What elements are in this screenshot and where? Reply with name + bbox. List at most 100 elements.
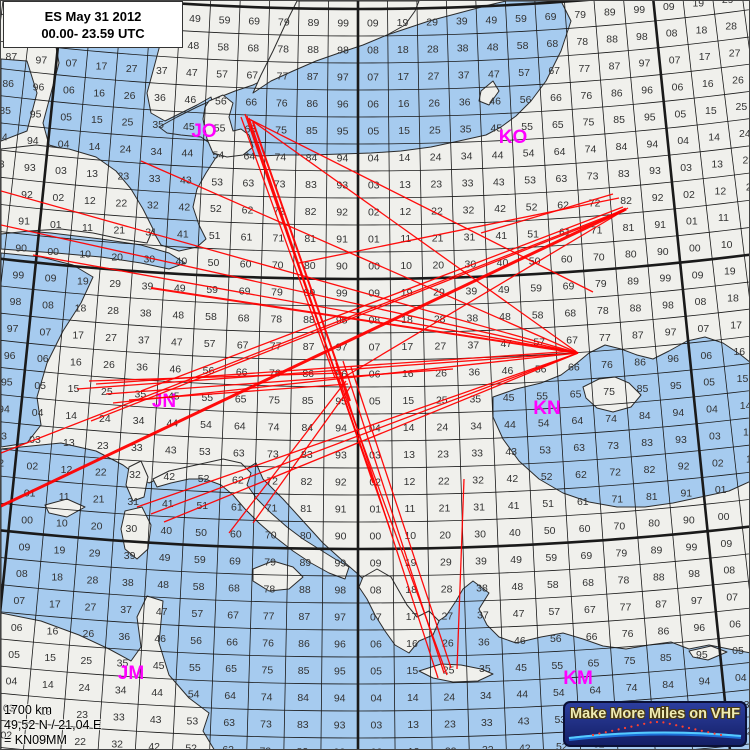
grid-square-number: 68 (564, 308, 576, 320)
grid-square-number: 30 (474, 528, 486, 540)
grid-square-number: 42 (519, 743, 531, 750)
grid-square-number: 49 (159, 552, 171, 564)
grid-square-number: 79 (595, 278, 607, 290)
grid-square-number: 70 (614, 521, 626, 533)
grid-square-number: 27 (105, 332, 117, 344)
grid-square-number: 05 (368, 126, 380, 138)
field-label-ko: KO (499, 127, 528, 148)
grid-square-number: 32 (129, 469, 141, 481)
grid-square-number: 49 (174, 283, 186, 295)
grid-square-number: 09 (19, 541, 31, 553)
grid-square-number: 46 (514, 635, 526, 647)
grid-square-number: 78 (618, 574, 630, 586)
grid-square-number: 25 (443, 664, 455, 676)
es-qso-path (140, 206, 624, 392)
grid-square-number: 45 (153, 660, 165, 672)
grid-square-number: 34 (470, 420, 482, 432)
grid-square-number: 36 (118, 631, 130, 643)
es-qso-path (340, 207, 629, 380)
grid-square-number: 12 (404, 476, 416, 488)
grid-square-number: 69 (239, 286, 251, 298)
grid-square-number: 06 (672, 81, 684, 93)
grid-square-number: 55 (214, 122, 226, 134)
es-qso-path (350, 366, 452, 669)
grid-square-number: 14 (89, 141, 101, 153)
grid-square-number: 11 (59, 491, 70, 503)
grid-square-number: 83 (618, 168, 630, 180)
es-qso-path (456, 478, 465, 670)
grid-square-number: 95 (670, 380, 682, 392)
grid-square-number: 53 (187, 716, 199, 728)
grid-square-number: 19 (724, 266, 736, 278)
grid-square-number: 17 (730, 319, 742, 331)
grid-square-number: 84 (1, 132, 8, 144)
grid-square-number: 06 (37, 353, 49, 365)
grid-square-number: 13 (86, 168, 98, 180)
grid-square-number: 98 (662, 300, 674, 312)
grid-square-number: 40 (497, 257, 509, 269)
grid-square-number: 94 (27, 135, 39, 147)
grid-square-number: 62 (557, 200, 569, 212)
grid-square-number: 76 (276, 98, 288, 110)
grid-square-number: 12 (746, 453, 750, 465)
grid-square-number: 18 (405, 584, 417, 596)
grid-square-number: 78 (576, 36, 588, 48)
grid-square-number: 03 (680, 162, 692, 174)
grid-square-number: 92 (336, 207, 348, 219)
grid-square-number: 00 (21, 515, 33, 527)
grid-square-number: 85 (613, 114, 625, 126)
grid-square-number: 17 (49, 598, 61, 610)
es-qso-path (1, 190, 579, 354)
grid-square-number: 05 (370, 666, 382, 678)
grid-square-number: 16 (93, 87, 105, 99)
grid-square-number: 23 (430, 179, 442, 191)
grid-square-number: 68 (582, 577, 594, 589)
grid-square-number: 94 (337, 153, 349, 165)
grid-square-number: 94 (334, 693, 346, 705)
grid-square-number: 13 (63, 437, 75, 449)
grid-square-number: 64 (224, 690, 236, 702)
grid-square-number: 07 (698, 323, 710, 335)
grid-square-number: 71 (273, 233, 285, 245)
grid-square-number: 80 (308, 1, 320, 2)
grid-square-number: 45 (515, 662, 527, 674)
grid-square-number: 23 (437, 448, 449, 460)
grid-square-number: 59 (545, 552, 557, 564)
grid-square-number: 32 (482, 744, 494, 750)
grid-square-number: 88 (630, 303, 642, 315)
es-qso-path (228, 380, 347, 534)
grid-square-number: 98 (10, 296, 22, 308)
grid-square-number: 90 (336, 261, 348, 273)
grid-square-number: 27 (428, 71, 440, 83)
grid-square-number: 36 (459, 97, 471, 109)
grid-square-number: 77 (599, 332, 611, 344)
grid-square-number: 98 (334, 585, 346, 597)
grid-square-number: 34 (115, 685, 127, 697)
grid-square-number: 70 (272, 260, 284, 272)
grid-square-number: 14 (403, 422, 415, 434)
grid-square-number: 02 (712, 457, 724, 469)
grid-square-number: 52 (198, 473, 210, 485)
grid-square-number: 18 (75, 303, 87, 315)
grid-square-number: 37 (467, 339, 479, 351)
grid-square-number: 04 (369, 423, 381, 435)
grid-square-number: 43 (150, 714, 162, 726)
es-qso-path (150, 287, 579, 354)
es-qso-path (252, 385, 352, 524)
grid-square-number: 90 (337, 1, 349, 3)
grid-square-number: 78 (597, 305, 609, 317)
grid-square-number: 70 (265, 529, 277, 541)
grid-square-number: 82 (644, 464, 656, 476)
grid-square-number: 96 (337, 99, 349, 111)
grid-square-number: 89 (299, 557, 311, 569)
grid-square-number: 54 (213, 149, 225, 161)
grid-square-number: 23 (118, 171, 130, 183)
grid-square-number: 24 (443, 691, 455, 703)
grid-square-number: 06 (370, 639, 382, 651)
grid-square-number: 90 (335, 531, 347, 543)
es-qso-path (112, 352, 579, 404)
grid-square-number: 22 (74, 736, 86, 748)
grid-square-number: 00 (368, 261, 380, 273)
grid-square-number: 13 (403, 449, 415, 461)
